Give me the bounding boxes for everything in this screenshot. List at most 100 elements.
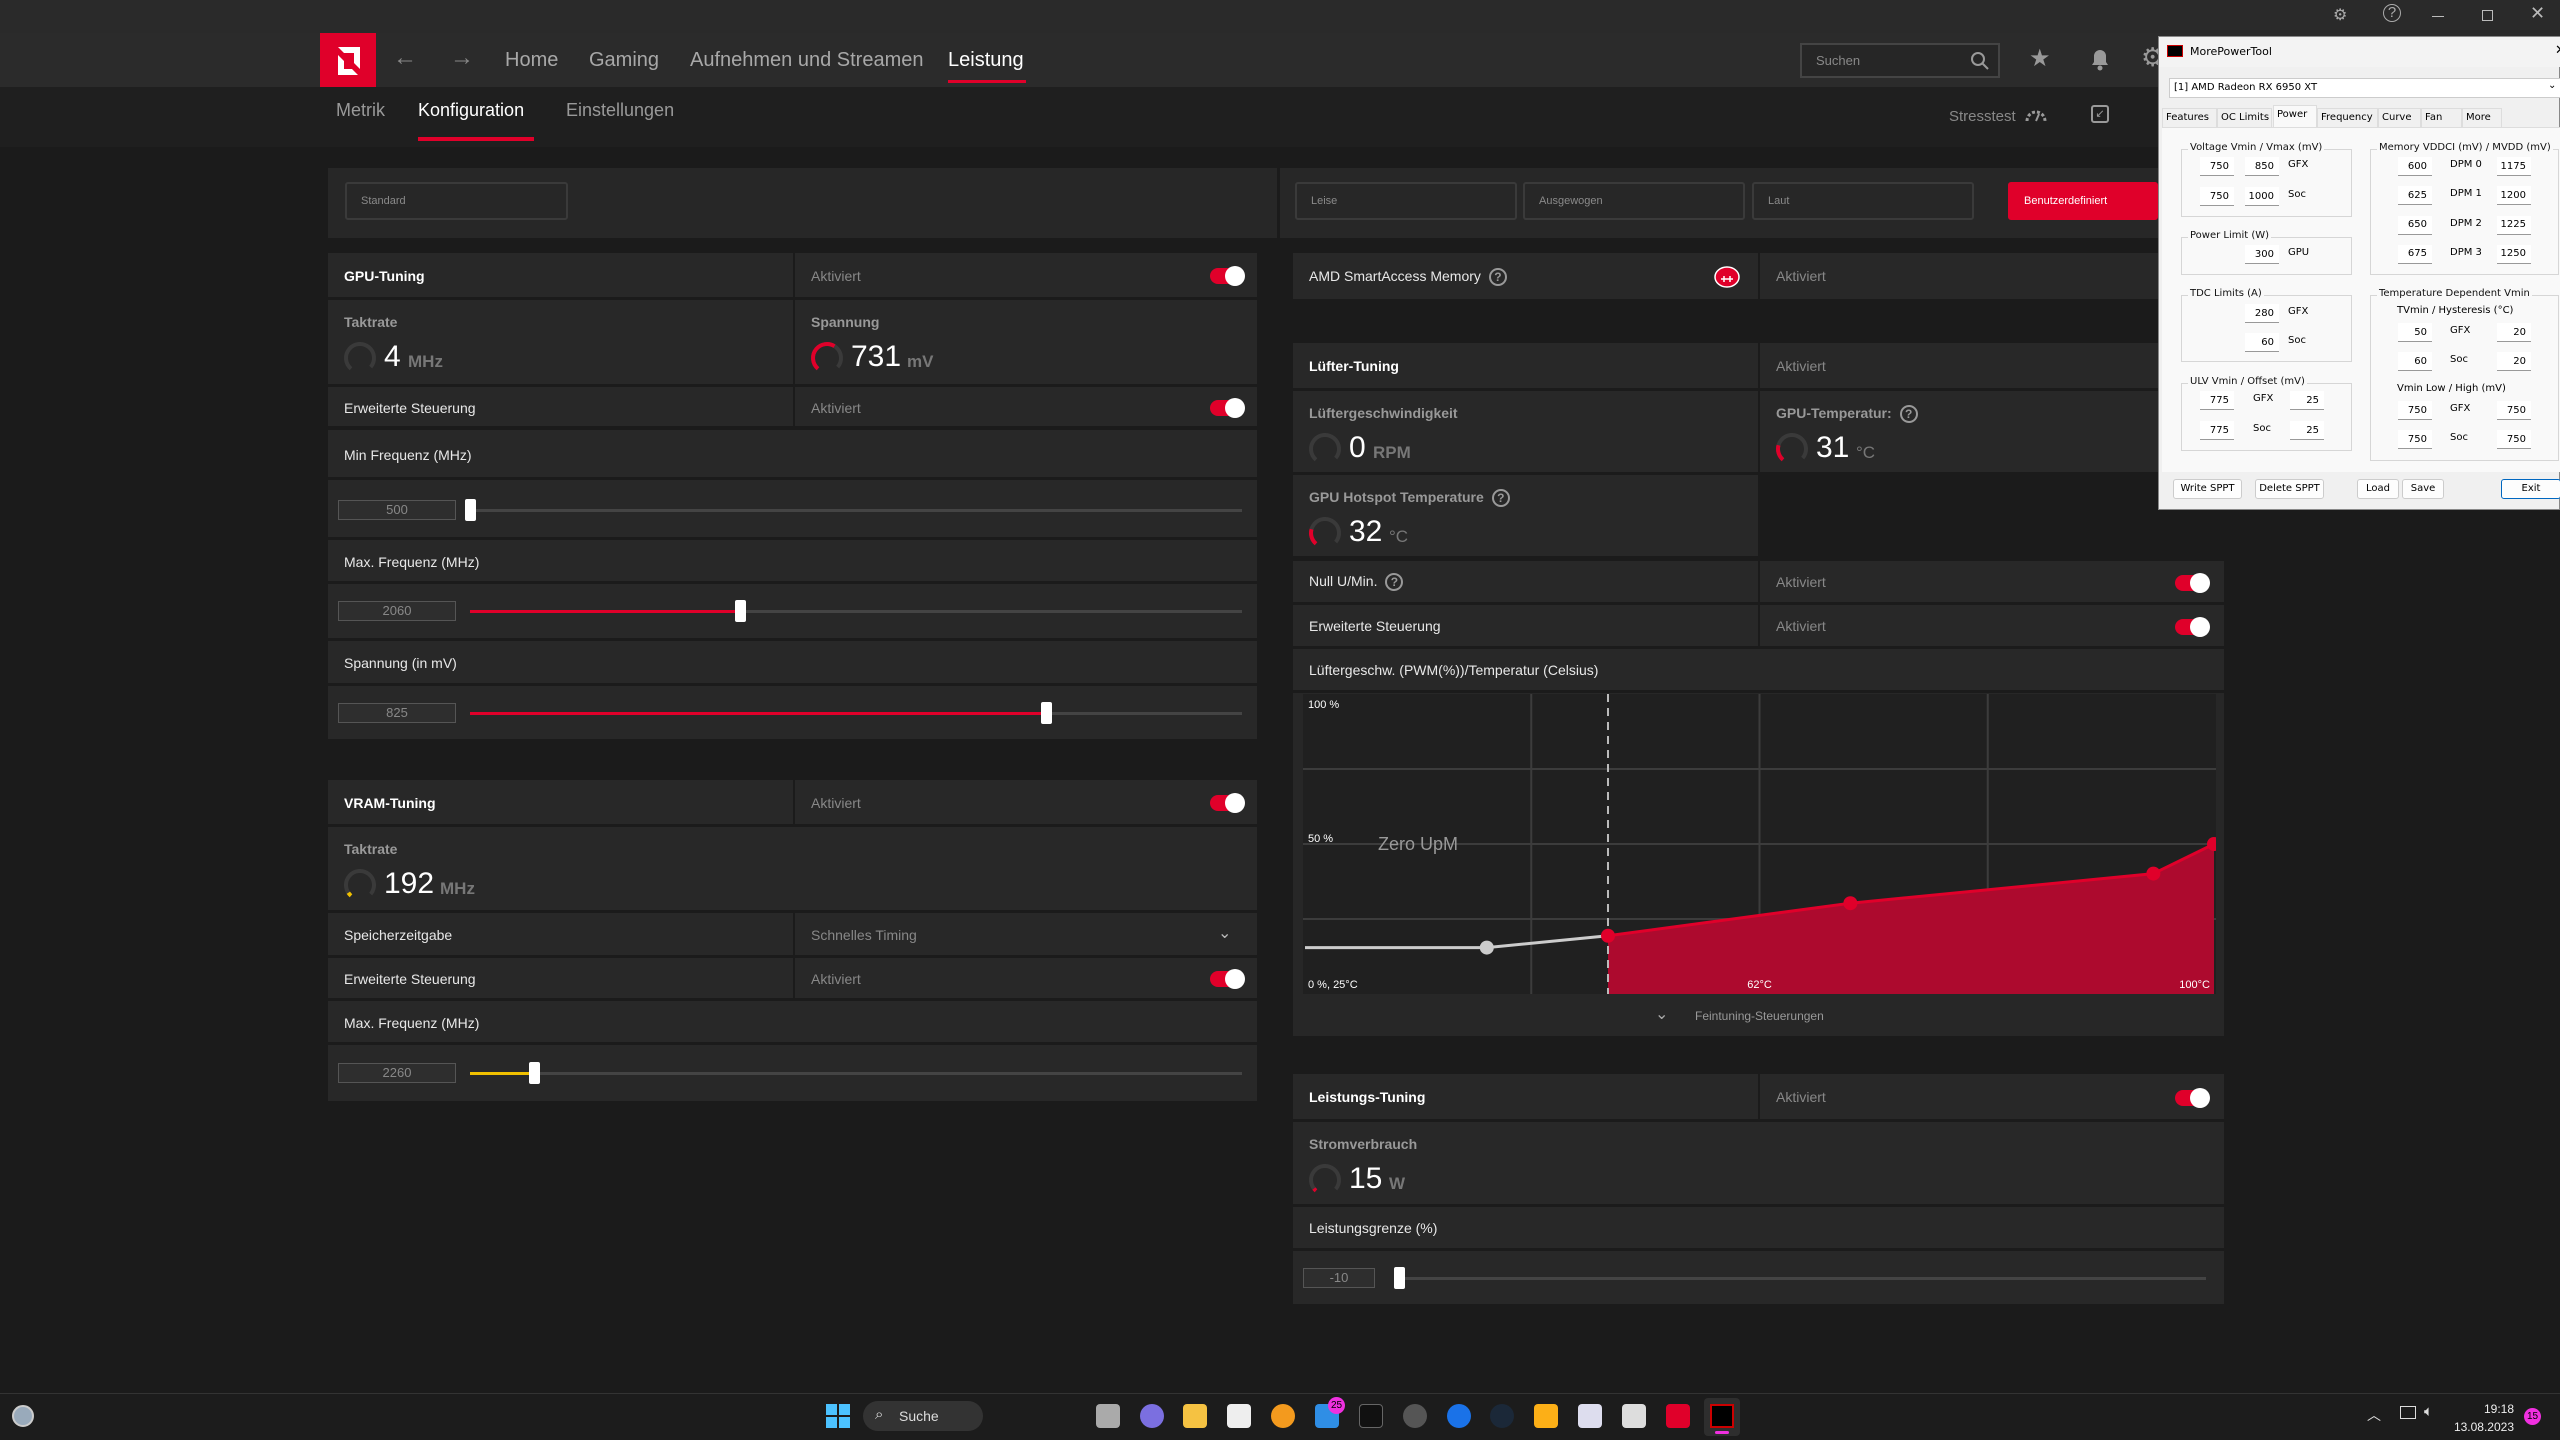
mpt-load-button[interactable]: Load — [2357, 479, 2399, 499]
max-freq-thumb[interactable] — [735, 600, 747, 622]
nav-gaming[interactable]: Gaming — [589, 49, 660, 71]
stresstest-gauge-icon[interactable] — [2024, 106, 2048, 124]
import-profile-icon[interactable]: ↙ — [2091, 105, 2109, 123]
fan-curve-chart[interactable]: 100 % 50 % 0 %, 25°C 62°C 100°C Zero UpM — [1303, 694, 2216, 994]
vmin-low-soc-input[interactable] — [2398, 430, 2432, 449]
tab-configuration[interactable]: Konfiguration — [418, 100, 525, 120]
tvmin-gfx-input[interactable] — [2398, 323, 2432, 342]
mpt-tab-frequency[interactable]: Frequency — [2317, 108, 2378, 127]
tab-settings[interactable]: Einstellungen — [566, 100, 675, 120]
tdc-soc-input[interactable] — [2245, 333, 2279, 352]
vram-advanced-toggle[interactable] — [1210, 969, 1245, 989]
preset-balanced[interactable]: Ausgewogen — [1523, 182, 1745, 220]
voltage-thumb[interactable] — [1040, 702, 1052, 724]
preset-quiet[interactable]: Leise — [1295, 182, 1517, 220]
preset-standard[interactable]: Standard — [345, 182, 568, 220]
help-icon[interactable]: ? — [1491, 489, 1510, 508]
preset-loud[interactable]: Laut — [1752, 182, 1974, 220]
show-hidden-icons-chevron-icon[interactable]: ︿ — [2367, 1407, 2381, 1423]
vmin-low-gfx-input[interactable] — [2398, 401, 2432, 420]
vram-max-freq-track[interactable] — [470, 1072, 1242, 1075]
snipping-tool-icon[interactable] — [1622, 1404, 1646, 1428]
min-freq-track[interactable] — [470, 509, 1242, 512]
power-tuning-toggle[interactable] — [2175, 1088, 2210, 1108]
ulv-gfx-offset-input[interactable] — [2290, 391, 2324, 410]
windows-start-icon[interactable] — [826, 1404, 850, 1428]
bug-icon[interactable]: ⚙ — [2333, 7, 2348, 24]
vddci-input[interactable] — [2398, 244, 2432, 264]
nav-home[interactable]: Home — [505, 49, 559, 71]
amd-software-icon[interactable] — [1666, 1404, 1690, 1428]
search-input[interactable]: Suchen — [1800, 43, 2000, 78]
vddci-input[interactable] — [2398, 157, 2432, 176]
help-icon[interactable]: ? — [1385, 573, 1404, 592]
volume-icon[interactable]: 🔈︎ — [2424, 1403, 2434, 1420]
mpt-device-select[interactable]: [1] AMD Radeon RX 6950 XT ⌄ — [2169, 78, 2560, 98]
vram-max-freq-input[interactable]: 2260 — [338, 1063, 456, 1083]
mvdd-input[interactable] — [2497, 157, 2531, 176]
amd-logo[interactable] — [320, 33, 376, 87]
taskbar-search[interactable]: ⌕ Suche — [863, 1401, 983, 1431]
mpt-delete-sppt-button[interactable]: Delete SPPT — [2255, 479, 2324, 499]
zero-rpm-toggle[interactable] — [2175, 573, 2210, 593]
favorites-star-icon[interactable]: ★ — [2029, 45, 2051, 72]
vram-tuning-toggle[interactable] — [1210, 793, 1245, 813]
tdc-gfx-input[interactable] — [2245, 304, 2279, 323]
mpt-exit-button[interactable]: Exit — [2501, 479, 2560, 499]
mpt-tab-features[interactable]: Features — [2162, 108, 2217, 127]
maximize-icon[interactable] — [2482, 10, 2493, 21]
ulv-gfx-vmin-input[interactable] — [2200, 391, 2234, 410]
steam-icon[interactable] — [1490, 1404, 1514, 1428]
mpt-tab-fan[interactable]: Fan — [2421, 108, 2462, 127]
vmax-gfx-input[interactable] — [2245, 157, 2279, 176]
power-limit-track[interactable] — [1394, 1277, 2206, 1280]
max-freq-input[interactable]: 2060 — [338, 601, 456, 621]
min-freq-input[interactable]: 500 — [338, 500, 456, 520]
stresstest-label[interactable]: Stresstest — [1949, 108, 2016, 125]
mpt-write-sppt-button[interactable]: Write SPPT — [2173, 479, 2242, 499]
back-arrow-icon[interactable]: ← — [393, 44, 417, 71]
fan-curve-point[interactable] — [1843, 896, 1858, 911]
fan-curve-point[interactable] — [1479, 940, 1494, 955]
avast-browser-icon[interactable] — [1271, 1404, 1295, 1428]
weather-widget-icon[interactable] — [12, 1405, 34, 1427]
power-limit-thumb[interactable] — [1394, 1267, 1405, 1289]
nav-performance[interactable]: Leistung — [948, 49, 1024, 71]
notification-count-badge[interactable]: 15 — [2524, 1408, 2541, 1425]
nav-recording[interactable]: Aufnehmen und Streamen — [690, 49, 924, 71]
mvdd-input[interactable] — [2497, 186, 2531, 206]
vmin-high-gfx-input[interactable] — [2497, 401, 2531, 420]
vmin-soc-input[interactable] — [2200, 187, 2234, 206]
fan-curve-point[interactable] — [2207, 837, 2216, 851]
gpu-advanced-toggle[interactable] — [1210, 398, 1245, 418]
epic-games-icon[interactable] — [1359, 1404, 1383, 1428]
finetune-controls-link[interactable]: Feintuning-Steuerungen — [1695, 1009, 1824, 1023]
chevron-down-icon[interactable]: ⌄ — [1655, 1006, 1669, 1023]
vram-max-freq-thumb[interactable] — [529, 1062, 541, 1084]
minimize-icon[interactable] — [2432, 16, 2444, 17]
memory-timing-dropdown[interactable]: Schnelles Timing ⌄ — [795, 913, 1257, 958]
rockstar-launcher-icon[interactable] — [1534, 1404, 1558, 1428]
ubisoft-connect-icon[interactable] — [1403, 1404, 1427, 1428]
mpt-tab-curve[interactable]: Curve — [2378, 108, 2421, 127]
tvmin-soc-input[interactable] — [2398, 352, 2432, 371]
help-icon[interactable]: ? — [1899, 405, 1918, 424]
mpt-close-icon[interactable]: ✕ — [2555, 43, 2560, 58]
scanner-icon[interactable] — [1578, 1404, 1602, 1428]
notifications-bell-icon[interactable] — [2088, 46, 2112, 72]
ulv-soc-vmin-input[interactable] — [2200, 421, 2234, 440]
preset-custom[interactable]: Benutzerdefiniert — [2008, 182, 2158, 220]
power-limit-gpu-input[interactable] — [2245, 245, 2279, 264]
max-freq-track[interactable] — [470, 610, 1242, 613]
vmin-gfx-input[interactable] — [2200, 157, 2234, 176]
tab-metrics[interactable]: Metrik — [336, 100, 385, 120]
mpt-save-button[interactable]: Save — [2402, 479, 2444, 499]
fan-curve-point[interactable] — [1601, 928, 1615, 943]
battlenet-icon[interactable] — [1447, 1404, 1471, 1428]
mpt-tab-power[interactable]: Power — [2273, 105, 2317, 127]
hysteresis-soc-input[interactable] — [2497, 352, 2531, 371]
vmax-soc-input[interactable] — [2245, 187, 2279, 206]
mpt-tab-more[interactable]: More — [2462, 108, 2502, 127]
hysteresis-gfx-input[interactable] — [2497, 323, 2531, 342]
task-view-icon[interactable] — [1096, 1404, 1120, 1428]
